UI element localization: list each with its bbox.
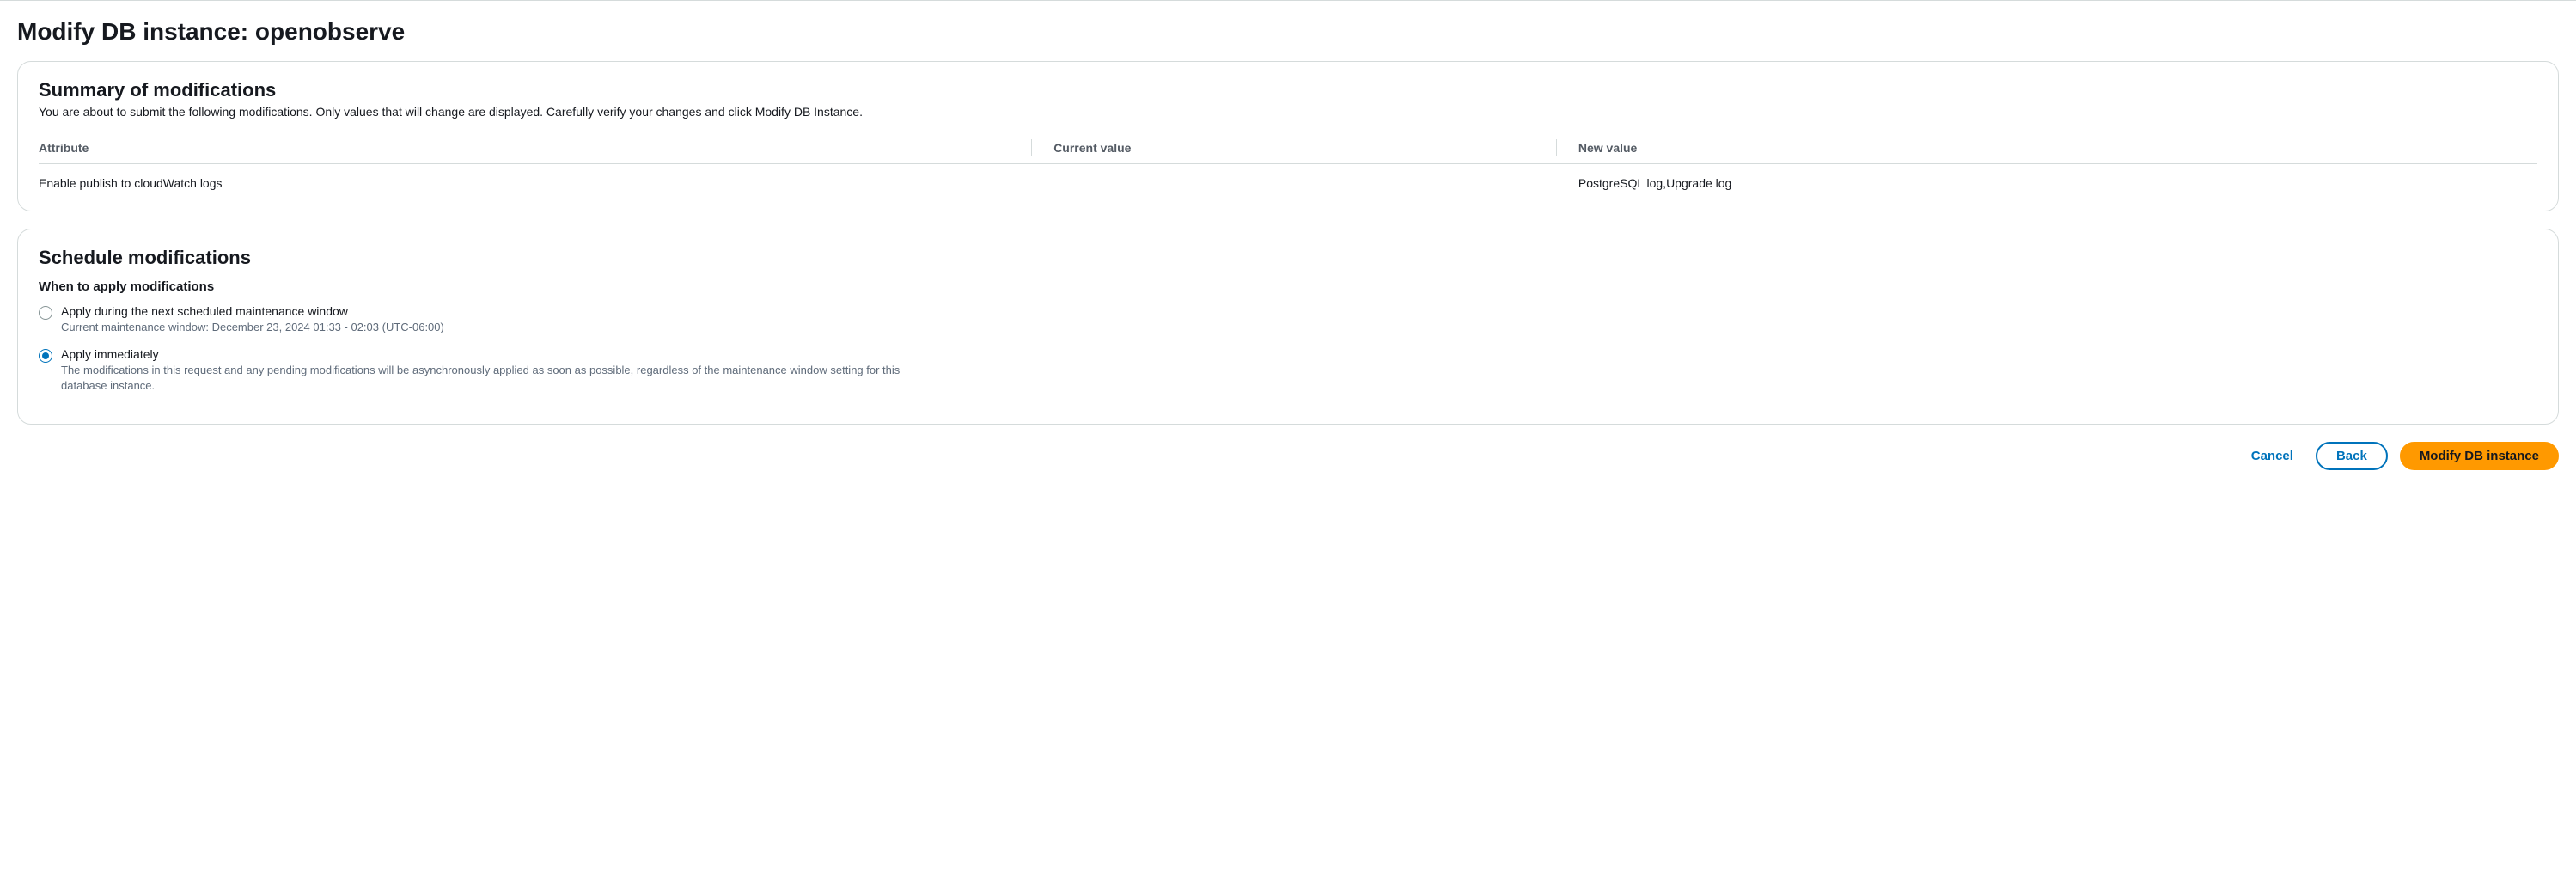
- radio-body: Apply immediately The modifications in t…: [61, 347, 903, 394]
- action-buttons-row: Cancel Back Modify DB instance: [17, 442, 2559, 470]
- cell-new-value: PostgreSQL log,Upgrade log: [1563, 164, 2537, 194]
- column-attribute[interactable]: Attribute: [39, 132, 1038, 164]
- radio-description: Current maintenance window: December 23,…: [61, 320, 903, 335]
- cell-attribute: Enable publish to cloudWatch logs: [39, 164, 1038, 194]
- summary-panel: Summary of modifications You are about t…: [17, 61, 2559, 211]
- back-button[interactable]: Back: [2316, 442, 2388, 470]
- page-title: Modify DB instance: openobserve: [17, 18, 2559, 46]
- radio-label: Apply immediately: [61, 347, 903, 361]
- table-header-row: Attribute Current value New value: [39, 132, 2537, 164]
- radio-description: The modifications in this request and an…: [61, 363, 903, 394]
- radio-icon: [39, 306, 52, 320]
- radio-apply-maintenance-window[interactable]: Apply during the next scheduled maintena…: [39, 304, 2537, 335]
- cell-current-value: [1038, 164, 1563, 194]
- modifications-table: Attribute Current value New value Enable…: [39, 132, 2537, 193]
- table-row: Enable publish to cloudWatch logs Postgr…: [39, 164, 2537, 194]
- modify-db-instance-button[interactable]: Modify DB instance: [2400, 442, 2559, 470]
- schedule-panel: Schedule modifications When to apply mod…: [17, 229, 2559, 425]
- summary-heading: Summary of modifications: [39, 79, 2537, 101]
- cancel-button[interactable]: Cancel: [2241, 442, 2304, 470]
- column-new-value[interactable]: New value: [1563, 132, 2537, 164]
- radio-apply-immediately[interactable]: Apply immediately The modifications in t…: [39, 347, 2537, 394]
- schedule-heading: Schedule modifications: [39, 247, 2537, 269]
- radio-body: Apply during the next scheduled maintena…: [61, 304, 903, 335]
- page-container: Modify DB instance: openobserve Summary …: [0, 0, 2576, 487]
- when-to-apply-label: When to apply modifications: [39, 279, 2537, 294]
- column-current-value[interactable]: Current value: [1038, 132, 1563, 164]
- radio-icon: [39, 349, 52, 363]
- summary-subtitle: You are about to submit the following mo…: [39, 105, 2537, 119]
- radio-label: Apply during the next scheduled maintena…: [61, 304, 903, 318]
